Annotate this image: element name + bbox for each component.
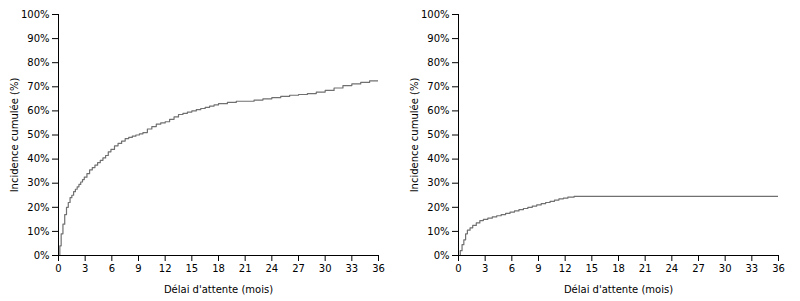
svg-text:18: 18 — [212, 263, 225, 274]
svg-text:33: 33 — [345, 263, 358, 274]
svg-text:40%: 40% — [427, 153, 449, 164]
svg-text:50%: 50% — [427, 129, 449, 140]
svg-text:24: 24 — [265, 263, 278, 274]
svg-text:36: 36 — [372, 263, 385, 274]
svg-text:100%: 100% — [21, 9, 50, 20]
svg-text:9: 9 — [135, 263, 141, 274]
svg-text:20%: 20% — [427, 202, 449, 213]
svg-text:3: 3 — [482, 263, 488, 274]
svg-text:36: 36 — [772, 263, 785, 274]
svg-text:15: 15 — [585, 263, 598, 274]
svg-text:50%: 50% — [27, 129, 49, 140]
svg-text:Délai d'attente (mois): Délai d'attente (mois) — [164, 284, 273, 295]
svg-text:27: 27 — [692, 263, 705, 274]
svg-text:0: 0 — [55, 263, 61, 274]
svg-text:0%: 0% — [34, 250, 50, 261]
svg-text:6: 6 — [509, 263, 515, 274]
svg-text:10%: 10% — [27, 226, 49, 237]
svg-text:27: 27 — [292, 263, 305, 274]
svg-text:9: 9 — [535, 263, 541, 274]
svg-text:10%: 10% — [427, 226, 449, 237]
svg-text:18: 18 — [612, 263, 625, 274]
svg-text:21: 21 — [239, 263, 252, 274]
svg-text:0: 0 — [455, 263, 461, 274]
svg-text:80%: 80% — [427, 57, 449, 68]
svg-text:15: 15 — [185, 263, 198, 274]
svg-text:60%: 60% — [427, 105, 449, 116]
svg-text:12: 12 — [559, 263, 572, 274]
svg-text:70%: 70% — [427, 81, 449, 92]
svg-text:90%: 90% — [427, 33, 449, 44]
svg-text:12: 12 — [159, 263, 172, 274]
svg-text:60%: 60% — [27, 105, 49, 116]
svg-text:3: 3 — [82, 263, 88, 274]
svg-text:40%: 40% — [27, 153, 49, 164]
svg-text:90%: 90% — [27, 33, 49, 44]
svg-text:Délai d'attente (mois): Délai d'attente (mois) — [564, 284, 673, 295]
svg-text:80%: 80% — [27, 57, 49, 68]
svg-text:30: 30 — [719, 263, 732, 274]
svg-text:30: 30 — [319, 263, 332, 274]
svg-text:70%: 70% — [27, 81, 49, 92]
svg-text:33: 33 — [745, 263, 758, 274]
svg-text:Incidence cumulée (%): Incidence cumulée (%) — [9, 78, 20, 193]
svg-text:20%: 20% — [27, 202, 49, 213]
svg-text:Incidence cumulée (%): Incidence cumulée (%) — [409, 78, 420, 193]
svg-text:24: 24 — [665, 263, 678, 274]
svg-text:6: 6 — [109, 263, 115, 274]
svg-text:30%: 30% — [27, 177, 49, 188]
svg-text:0%: 0% — [434, 250, 450, 261]
svg-text:100%: 100% — [421, 9, 450, 20]
svg-text:30%: 30% — [427, 177, 449, 188]
svg-text:21: 21 — [639, 263, 652, 274]
